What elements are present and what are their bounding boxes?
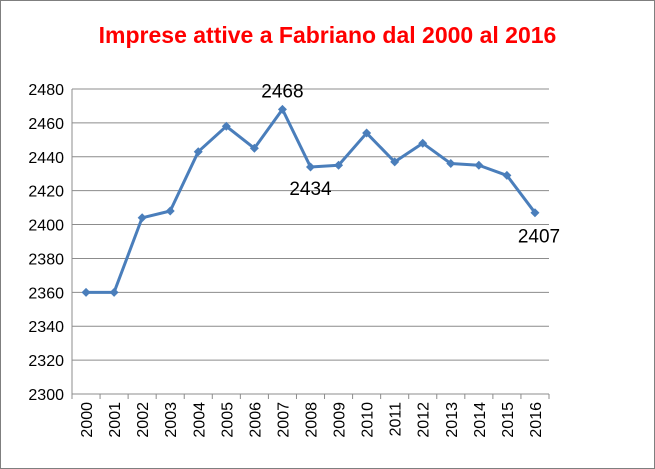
x-tick-label: 2000 xyxy=(79,402,96,438)
data-point xyxy=(362,128,372,138)
x-tick-label: 2009 xyxy=(332,402,349,438)
data-point xyxy=(249,143,259,153)
y-tick-label: 2360 xyxy=(28,285,64,302)
data-point xyxy=(306,162,315,172)
data-point xyxy=(109,287,119,297)
data-point xyxy=(390,157,400,167)
x-tick-label: 2002 xyxy=(135,402,152,438)
y-tick-label: 2440 xyxy=(28,150,64,167)
series-line xyxy=(86,107,537,294)
data-point xyxy=(277,104,287,114)
y-tick-label: 2480 xyxy=(28,82,64,99)
y-tick-label: 2340 xyxy=(28,319,64,336)
data-point xyxy=(418,138,428,148)
x-tick-label: 2014 xyxy=(472,402,489,438)
data-point xyxy=(334,160,344,170)
data-label: 2468 xyxy=(261,81,303,102)
data-point xyxy=(446,159,456,169)
data-point xyxy=(502,170,512,180)
x-tick-label: 2007 xyxy=(275,402,292,438)
data-label: 2407 xyxy=(518,227,560,248)
x-tick-label: 2008 xyxy=(304,402,321,438)
x-tick-label: 2013 xyxy=(444,402,461,438)
x-tick-label: 2005 xyxy=(219,402,236,438)
y-tick-label: 2460 xyxy=(28,116,64,133)
x-tick-label: 2004 xyxy=(191,402,208,438)
data-point xyxy=(137,213,147,223)
y-tick-label: 2380 xyxy=(28,251,64,268)
data-point xyxy=(165,206,175,216)
x-tick-label: 2006 xyxy=(247,402,264,438)
y-tick-label: 2420 xyxy=(28,184,64,201)
data-point xyxy=(530,208,540,218)
x-tick-label: 2011 xyxy=(388,402,405,437)
data-point xyxy=(193,147,203,157)
data-point xyxy=(474,160,484,170)
x-tick-label: 2001 xyxy=(107,402,124,438)
data-point xyxy=(221,121,231,131)
y-tick-label: 2400 xyxy=(28,218,64,235)
y-tick-label: 2300 xyxy=(28,387,64,404)
x-tick-label: 2015 xyxy=(500,402,517,438)
y-tick-label: 2320 xyxy=(28,353,64,370)
x-tick-label: 2010 xyxy=(360,402,377,438)
data-point xyxy=(81,287,91,297)
x-tick-label: 2012 xyxy=(416,402,433,438)
x-tick-label: 2016 xyxy=(528,402,545,438)
chart-title: Imprese attive a Fabriano dal 2000 al 20… xyxy=(98,22,557,48)
x-tick-label: 2003 xyxy=(163,402,180,438)
data-label: 2434 xyxy=(289,179,332,200)
